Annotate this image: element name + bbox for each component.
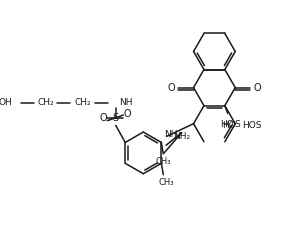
Text: CH₂: CH₂ [74,98,91,107]
Text: O: O [123,109,131,119]
Text: O: O [100,113,107,123]
Text: O: O [168,83,176,93]
Text: CH₂: CH₂ [37,98,54,107]
Text: HO: HO [220,120,234,129]
Text: NH₂: NH₂ [173,132,191,141]
Text: CH₃: CH₃ [158,178,174,187]
Text: O: O [253,83,261,93]
Text: HOS: HOS [242,121,261,130]
Text: NH: NH [165,130,178,139]
Text: S: S [113,113,119,123]
Text: NH: NH [120,98,133,107]
Text: HO: HO [223,121,236,130]
Text: CH₃: CH₃ [156,157,171,166]
Text: S: S [234,120,240,129]
Text: OH: OH [0,98,12,107]
